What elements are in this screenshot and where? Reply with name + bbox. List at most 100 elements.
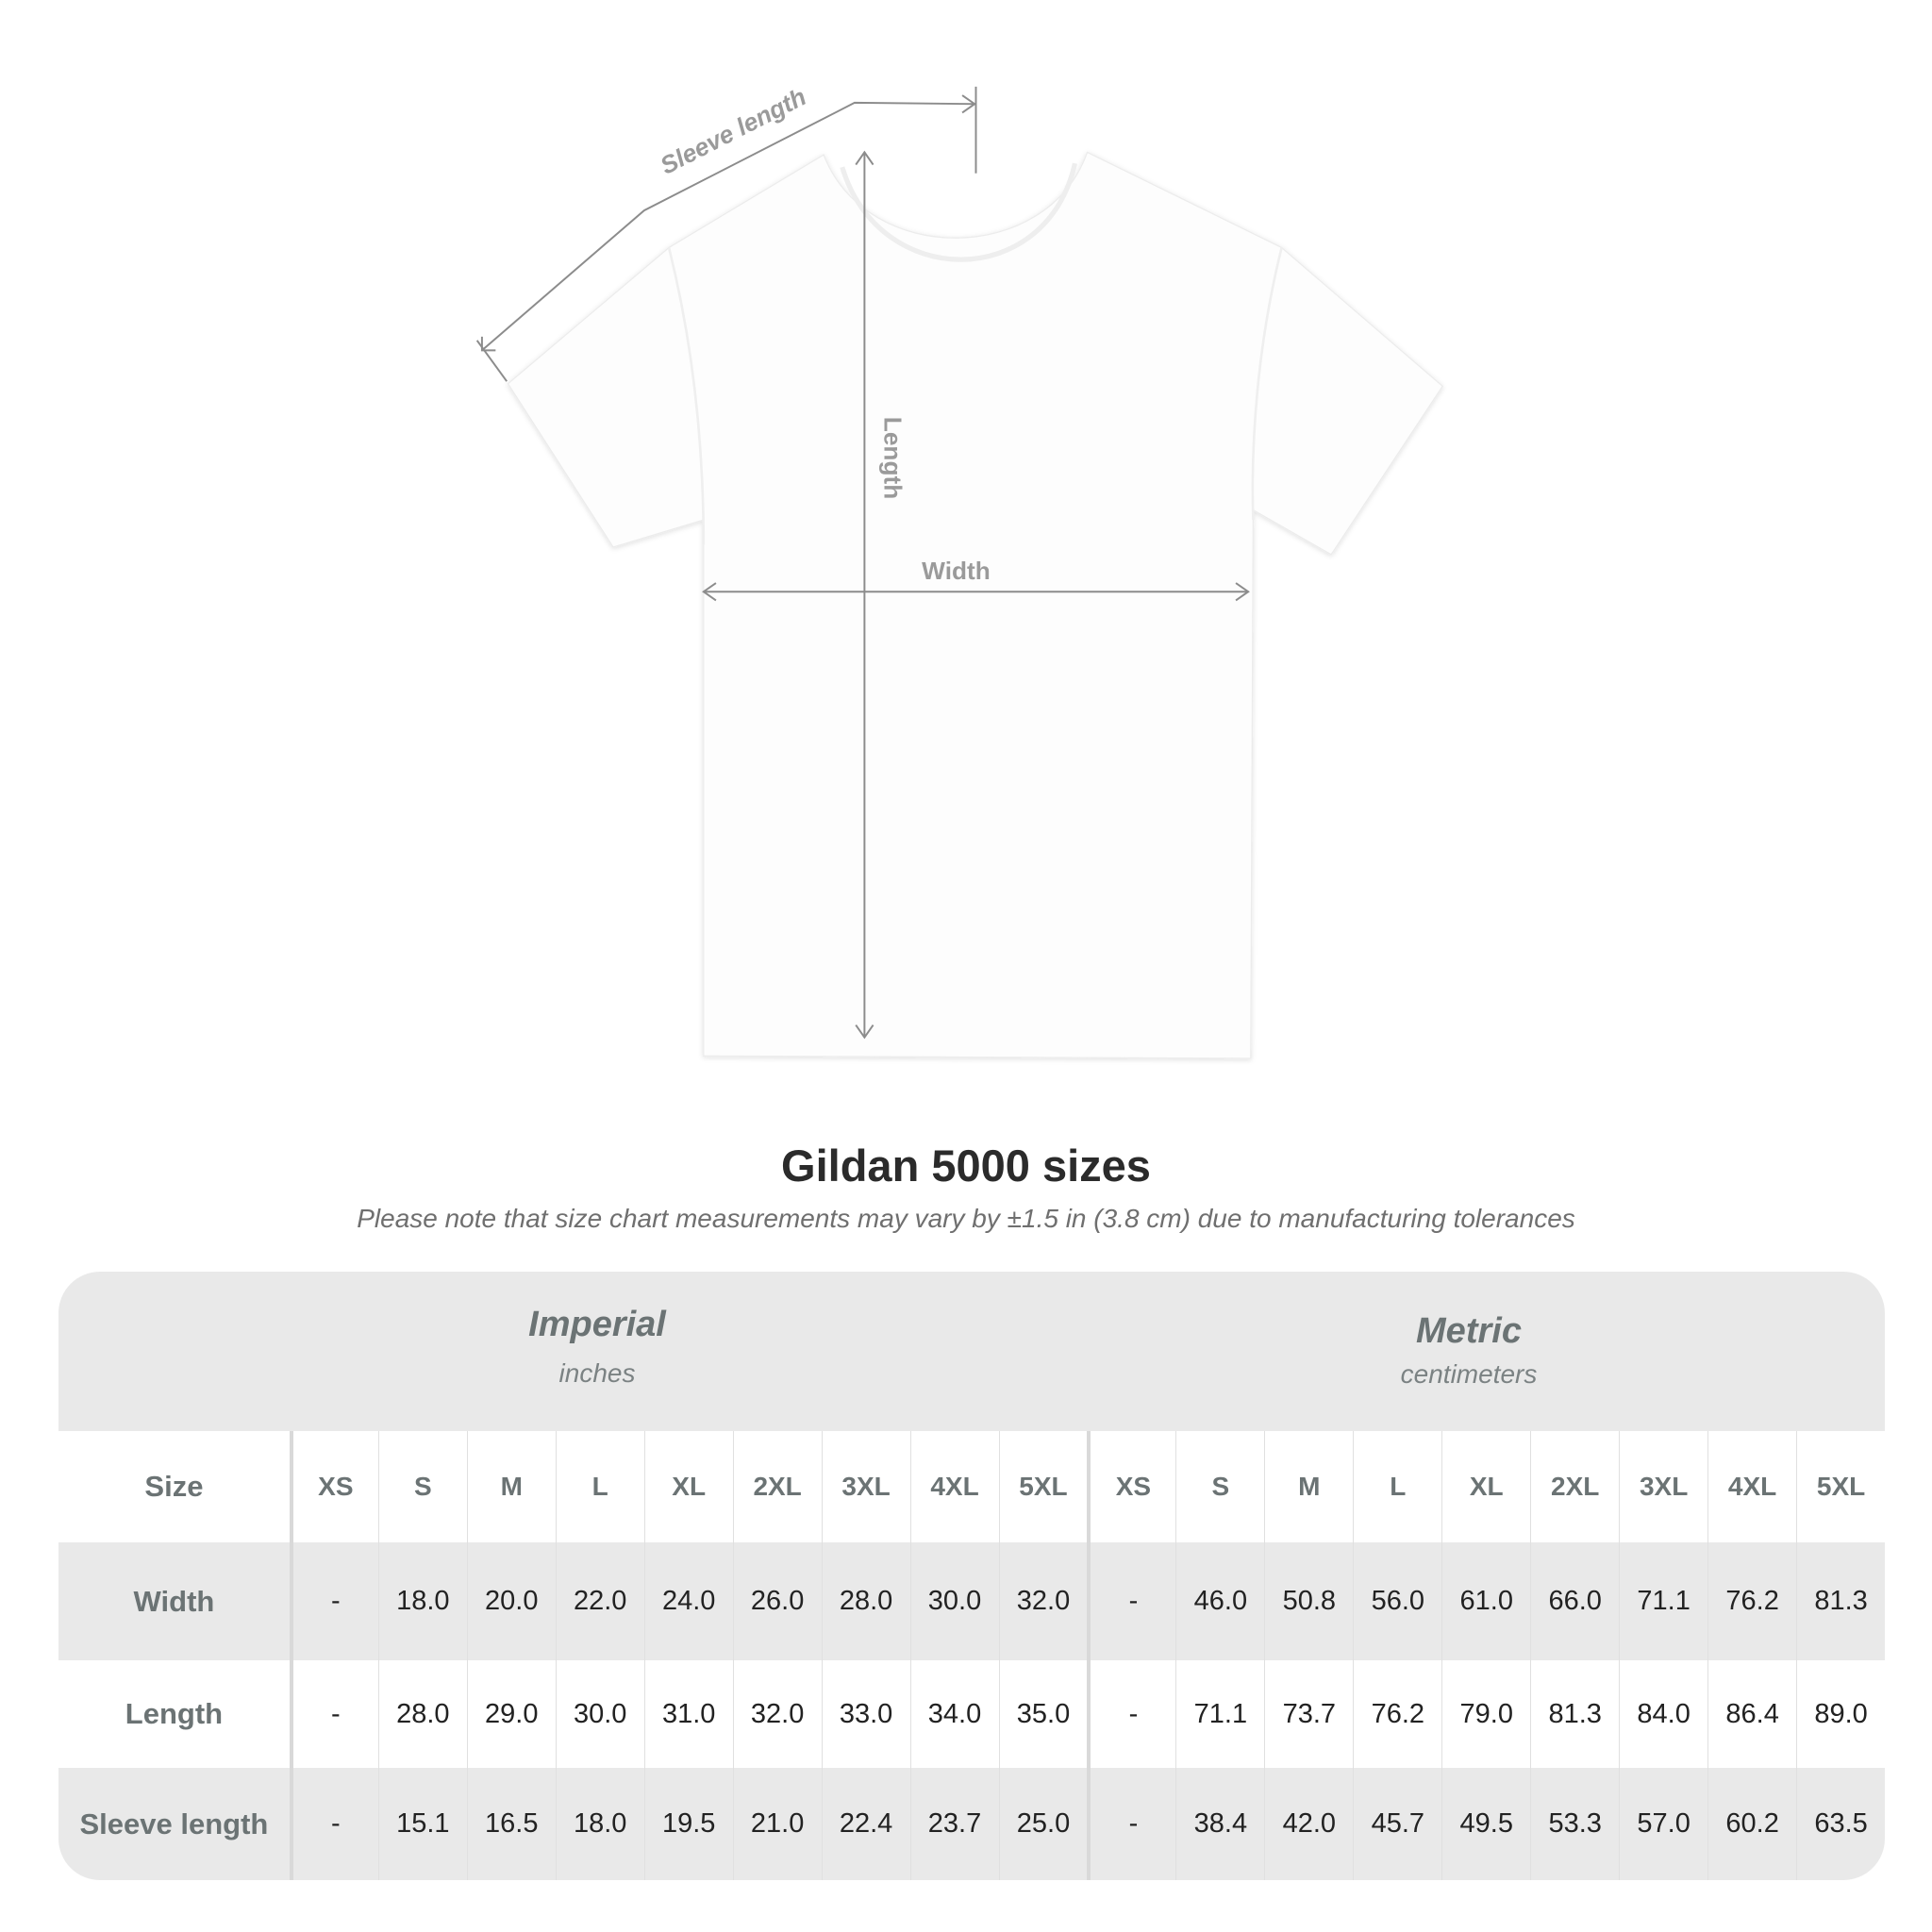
imperial-value-cell: 19.5 bbox=[643, 1768, 733, 1880]
metric-size-header: L bbox=[1353, 1431, 1441, 1542]
metric-value-cell: 42.0 bbox=[1264, 1768, 1353, 1880]
imperial-value-cell: 32.0 bbox=[732, 1660, 822, 1768]
imperial-value-cell: 26.0 bbox=[732, 1542, 822, 1660]
imperial-size-header: M bbox=[466, 1431, 556, 1542]
metric-value-cell: 76.2 bbox=[1353, 1660, 1441, 1768]
imperial-value-cell: 30.0 bbox=[909, 1542, 999, 1660]
metric-value-cell: 71.1 bbox=[1175, 1660, 1264, 1768]
metric-size-header: 4XL bbox=[1707, 1431, 1796, 1542]
row-label: Length bbox=[125, 1697, 224, 1730]
table-row: Length -28.0 29.0 30.0 31.0 32.0 33.0 34.0 35.0-… bbox=[58, 1660, 1885, 1768]
tolerance-note: Please note that size chart measurements… bbox=[357, 1204, 1575, 1233]
table-row: Sleeve length -15.1 16.5 18.0 19.5 21.0 22.4 23… bbox=[58, 1768, 1885, 1880]
arrow-head-icon bbox=[855, 150, 874, 166]
imperial-size-header: XL bbox=[643, 1431, 733, 1542]
metric-value-cell: 89.0 bbox=[1796, 1660, 1885, 1768]
metric-value-cell: 66.0 bbox=[1530, 1542, 1619, 1660]
width-label: Width bbox=[922, 557, 991, 585]
metric-value-cell: 60.2 bbox=[1707, 1768, 1796, 1880]
imperial-value-cell: 35.0 bbox=[998, 1660, 1088, 1768]
metric-value-cell: 50.8 bbox=[1264, 1542, 1353, 1660]
imperial-value-cell: 22.4 bbox=[821, 1768, 910, 1880]
imperial-value-cell: 22.0 bbox=[555, 1542, 644, 1660]
imperial-value-cell: 18.0 bbox=[377, 1542, 467, 1660]
metric-value-cell: - bbox=[1087, 1768, 1175, 1880]
metric-value-cell: - bbox=[1087, 1660, 1175, 1768]
metric-value-cell: 38.4 bbox=[1175, 1768, 1264, 1880]
metric-value-cell: - bbox=[1087, 1542, 1175, 1660]
metric-value-cell: 49.5 bbox=[1441, 1768, 1530, 1880]
imperial-value-cell: 25.0 bbox=[998, 1768, 1088, 1880]
imperial-size-header: S bbox=[377, 1431, 467, 1542]
size-header-row: Size XS S M L XL 2XL 3XL 4XL 5XL XS S M L XL 2XL 3XL 4XL 5… bbox=[58, 1431, 1885, 1542]
seam-right bbox=[1251, 247, 1283, 521]
imperial-size-header: L bbox=[555, 1431, 644, 1542]
metric-size-header: 5XL bbox=[1796, 1431, 1885, 1542]
metric-value-cell: 71.1 bbox=[1619, 1542, 1707, 1660]
imperial-header: Imperial inches bbox=[528, 1305, 666, 1389]
metric-size-header: 2XL bbox=[1530, 1431, 1619, 1542]
imperial-value-cell: 30.0 bbox=[555, 1660, 644, 1768]
imperial-value-cell: 21.0 bbox=[732, 1768, 822, 1880]
length-label: Length bbox=[878, 417, 907, 499]
metric-value-cell: 84.0 bbox=[1619, 1660, 1707, 1768]
imperial-size-header: 2XL bbox=[732, 1431, 822, 1542]
row-label: Size bbox=[144, 1470, 204, 1503]
imperial-size-header: XS bbox=[289, 1431, 378, 1542]
metric-value-cell: 81.3 bbox=[1530, 1660, 1619, 1768]
metric-size-header: XS bbox=[1087, 1431, 1175, 1542]
imperial-value-cell: 24.0 bbox=[643, 1542, 733, 1660]
page-title: Gildan 5000 sizes bbox=[781, 1141, 1151, 1191]
imperial-size-header: 4XL bbox=[909, 1431, 999, 1542]
imperial-value-cell: 16.5 bbox=[466, 1768, 556, 1880]
imperial-value-cell: 31.0 bbox=[643, 1660, 733, 1768]
imperial-value-cell: 23.7 bbox=[909, 1768, 999, 1880]
tshirt-shape bbox=[507, 151, 1444, 1059]
arrow-head-icon bbox=[702, 582, 717, 602]
arrow-head-icon bbox=[1235, 582, 1250, 602]
metric-title: Metric bbox=[1416, 1311, 1522, 1351]
arrow-head-icon bbox=[480, 336, 496, 352]
metric-size-header: XL bbox=[1441, 1431, 1530, 1542]
imperial-value-cell: 18.0 bbox=[555, 1768, 644, 1880]
metric-value-cell: 57.0 bbox=[1619, 1768, 1707, 1880]
metric-value-cell: 81.3 bbox=[1796, 1542, 1885, 1660]
size-table: Imperial inches Metric centimeters Size X… bbox=[58, 1272, 1885, 1880]
metric-value-cell: 63.5 bbox=[1796, 1768, 1885, 1880]
imperial-value-cell: - bbox=[289, 1542, 378, 1660]
imperial-value-cell: 28.0 bbox=[821, 1542, 910, 1660]
metric-size-header: M bbox=[1264, 1431, 1353, 1542]
metric-value-cell: 46.0 bbox=[1175, 1542, 1264, 1660]
imperial-title: Imperial bbox=[528, 1305, 666, 1344]
metric-header: Metric centimeters bbox=[1401, 1311, 1538, 1390]
imperial-value-cell: - bbox=[289, 1660, 378, 1768]
metric-value-cell: 86.4 bbox=[1707, 1660, 1796, 1768]
tshirt-diagram: Sleeve length Length Width bbox=[475, 82, 1444, 1059]
metric-value-cell: 45.7 bbox=[1353, 1768, 1441, 1880]
sleeve-length-line bbox=[481, 101, 975, 352]
unit-header-band bbox=[58, 1272, 1885, 1431]
row-label: Width bbox=[133, 1584, 215, 1618]
imperial-size-header: 3XL bbox=[821, 1431, 910, 1542]
metric-value-cell: 79.0 bbox=[1441, 1660, 1530, 1768]
imperial-unit: inches bbox=[558, 1358, 636, 1388]
metric-value-cell: 76.2 bbox=[1707, 1542, 1796, 1660]
arrow-head-icon bbox=[961, 94, 976, 114]
metric-value-cell: 61.0 bbox=[1441, 1542, 1530, 1660]
imperial-value-cell: 15.1 bbox=[377, 1768, 467, 1880]
imperial-value-cell: 32.0 bbox=[998, 1542, 1088, 1660]
metric-value-cell: 56.0 bbox=[1353, 1542, 1441, 1660]
imperial-value-cell: 34.0 bbox=[909, 1660, 999, 1768]
metric-size-header: S bbox=[1175, 1431, 1264, 1542]
metric-size-header: 3XL bbox=[1619, 1431, 1707, 1542]
metric-value-cell: 53.3 bbox=[1530, 1768, 1619, 1880]
imperial-value-cell: 29.0 bbox=[466, 1660, 556, 1768]
metric-value-cell: 73.7 bbox=[1264, 1660, 1353, 1768]
table-row: Width -18.0 20.0 22.0 24.0 26.0 28.0 30.0 32.0-4… bbox=[58, 1542, 1885, 1660]
arrow-head-icon bbox=[855, 1024, 874, 1040]
row-label: Sleeve length bbox=[79, 1807, 269, 1840]
imperial-value-cell: - bbox=[289, 1768, 378, 1880]
imperial-size-header: 5XL bbox=[998, 1431, 1088, 1542]
imperial-value-cell: 20.0 bbox=[466, 1542, 556, 1660]
seam-left bbox=[667, 247, 706, 545]
